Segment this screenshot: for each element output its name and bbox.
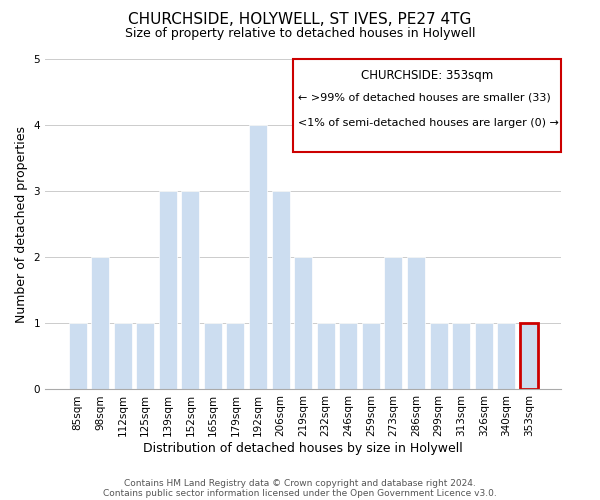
Text: ← >99% of detached houses are smaller (33): ← >99% of detached houses are smaller (3…: [298, 92, 551, 102]
Text: Contains public sector information licensed under the Open Government Licence v3: Contains public sector information licen…: [103, 488, 497, 498]
Bar: [136, 324, 154, 390]
Bar: [339, 324, 358, 390]
Y-axis label: Number of detached properties: Number of detached properties: [15, 126, 28, 322]
Text: CHURCHSIDE: 353sqm: CHURCHSIDE: 353sqm: [361, 69, 493, 82]
Bar: [452, 324, 470, 390]
Bar: [204, 324, 222, 390]
Bar: [385, 258, 403, 390]
Bar: [407, 258, 425, 390]
FancyBboxPatch shape: [293, 59, 561, 152]
Text: CHURCHSIDE, HOLYWELL, ST IVES, PE27 4TG: CHURCHSIDE, HOLYWELL, ST IVES, PE27 4TG: [128, 12, 472, 28]
Bar: [475, 324, 493, 390]
Bar: [226, 324, 244, 390]
Bar: [294, 258, 312, 390]
Bar: [317, 324, 335, 390]
Bar: [497, 324, 515, 390]
Bar: [91, 258, 109, 390]
Bar: [362, 324, 380, 390]
Bar: [430, 324, 448, 390]
Bar: [181, 191, 199, 390]
Text: Contains HM Land Registry data © Crown copyright and database right 2024.: Contains HM Land Registry data © Crown c…: [124, 478, 476, 488]
Text: Size of property relative to detached houses in Holywell: Size of property relative to detached ho…: [125, 28, 475, 40]
X-axis label: Distribution of detached houses by size in Holywell: Distribution of detached houses by size …: [143, 442, 463, 455]
Bar: [68, 324, 86, 390]
Bar: [520, 324, 538, 390]
Text: <1% of semi-detached houses are larger (0) →: <1% of semi-detached houses are larger (…: [298, 118, 559, 128]
Bar: [272, 191, 290, 390]
Bar: [159, 191, 177, 390]
Bar: [249, 125, 267, 390]
Bar: [113, 324, 131, 390]
